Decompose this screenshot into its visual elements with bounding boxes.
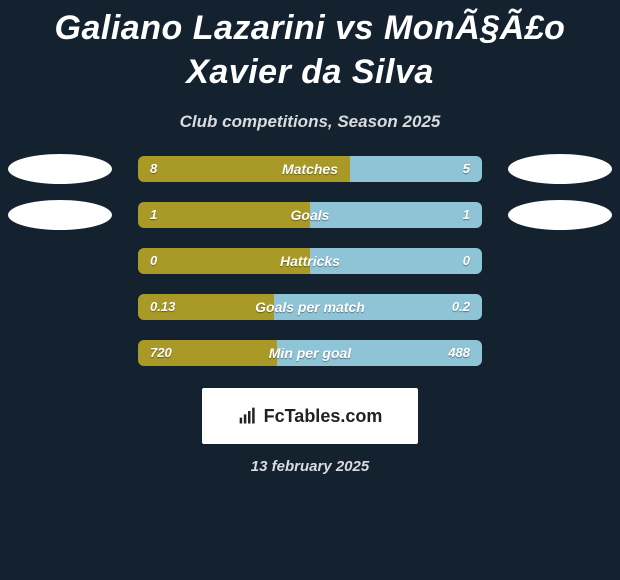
stat-label: Goals per match [138,294,482,320]
player-marker-right [508,154,612,184]
stat-bar: 0.130.2Goals per match [138,294,482,320]
player-marker-left [8,154,112,184]
comparison-card: Galiano Lazarini vs MonÃ§Ã£o Xavier da S… [0,0,620,580]
stat-row: 720488Min per goal [0,334,620,380]
page-title: Galiano Lazarini vs MonÃ§Ã£o Xavier da S… [0,0,620,98]
stat-bar: 85Matches [138,156,482,182]
player-marker-right [508,200,612,230]
player-marker-left [8,200,112,230]
stat-row: 0.130.2Goals per match [0,288,620,334]
stat-bar: 00Hattricks [138,248,482,274]
stat-row: 85Matches [0,150,620,196]
chart-icon [238,406,258,426]
stat-label: Hattricks [138,248,482,274]
stat-row: 00Hattricks [0,242,620,288]
stat-bars: 85Matches 11Goals 00Hattricks 0.130.2Goals … [0,150,620,380]
stat-label: Goals [138,202,482,228]
logo-text: FcTables.com [264,406,383,427]
stat-bar: 720488Min per goal [138,340,482,366]
date-text: 13 february 2025 [0,444,620,475]
subtitle: Club competitions, Season 2025 [0,98,620,150]
logo-box: FcTables.com [202,388,418,444]
stat-row: 11Goals [0,196,620,242]
stat-label: Matches [138,156,482,182]
stat-bar: 11Goals [138,202,482,228]
stat-label: Min per goal [138,340,482,366]
